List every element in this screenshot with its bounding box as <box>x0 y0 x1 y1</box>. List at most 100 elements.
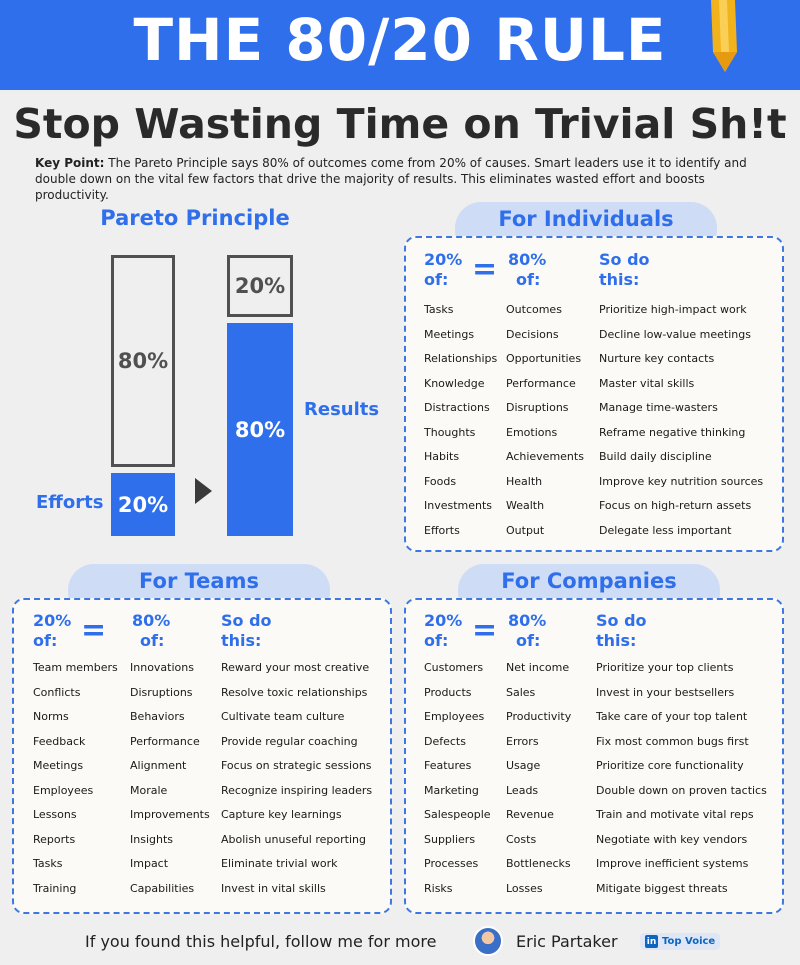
teams-row-2-action: Cultivate team culture <box>221 710 345 723</box>
individuals-row-8-result: Wealth <box>506 499 545 512</box>
teams-row-5-cause: Employees <box>33 783 94 797</box>
teams-row-4-cause: Meetings <box>33 759 84 772</box>
individuals-col3-header-2: this: <box>599 270 640 289</box>
page-title: THE 80/20 RULE <box>133 6 667 74</box>
individuals-row-0-result: Outcomes <box>506 303 562 316</box>
individuals-row-6-action: Build daily discipline <box>599 450 712 463</box>
companies-row-2-result: Productivity <box>506 710 572 723</box>
teams-row-6-result: Improvements <box>130 808 210 821</box>
efforts-20-label: 20% <box>117 492 169 517</box>
companies-row-2-cause: Employees <box>424 710 485 723</box>
individuals-row-5-result: Emotions <box>506 425 558 439</box>
companies-row-4-action: Prioritize core functionality <box>596 759 744 772</box>
individuals-row-2-cause: Relationships <box>424 352 498 365</box>
teams-col1-header: 20% <box>33 611 72 630</box>
individuals-row-8-action: Focus on high-return assets <box>599 499 752 512</box>
arrow-right-icon <box>195 478 212 504</box>
companies-row-1-result: Sales <box>506 685 536 699</box>
teams-row-8-result: Impact <box>130 857 169 870</box>
individuals-row-3-cause: Knowledge <box>424 376 485 390</box>
footer-cta: If you found this helpful, follow me for… <box>85 932 437 951</box>
teams-row-9-cause: Training <box>33 881 77 895</box>
individuals-row-9-cause: Efforts <box>424 523 460 537</box>
companies-row-3-action: Fix most common bugs first <box>596 734 749 748</box>
individuals-col3-header: So do <box>599 250 650 269</box>
companies-col1-header-2: of: <box>424 631 449 650</box>
companies-row-2-action: Take care of your top talent <box>596 710 748 723</box>
efforts-20-bar: 20% <box>111 473 175 536</box>
individuals-row-3-result: Performance <box>506 376 576 390</box>
individuals-card <box>404 236 784 552</box>
companies-row-8-action: Improve inefficient systems <box>596 857 749 870</box>
teams-row-0-cause: Team members <box>33 661 118 674</box>
teams-col2-header: 80% <box>132 611 171 630</box>
companies-row-8-result: Bottlenecks <box>506 857 571 870</box>
pareto-title: Pareto Principle <box>100 206 290 230</box>
individuals-row-4-cause: Distractions <box>424 401 490 414</box>
teams-row-8-cause: Tasks <box>33 857 63 870</box>
linkedin-icon: in <box>645 935 658 948</box>
individuals-row-6-cause: Habits <box>424 450 460 463</box>
individuals-row-1-cause: Meetings <box>424 327 475 341</box>
individuals-col2-header-2: of: <box>516 270 541 289</box>
header-banner <box>0 0 800 90</box>
companies-row-4-result: Usage <box>506 759 541 772</box>
individuals-row-5-action: Reframe negative thinking <box>599 425 746 439</box>
companies-row-6-result: Revenue <box>506 808 554 821</box>
efforts-80-bar: 80% <box>111 255 175 467</box>
companies-equals-sign: = <box>472 613 498 648</box>
efforts-label: Efforts <box>36 492 104 513</box>
individuals-row-0-cause: Tasks <box>424 303 454 316</box>
teams-row-2-cause: Norms <box>33 710 69 723</box>
individuals-row-1-action: Decline low-value meetings <box>599 327 751 341</box>
companies-row-1-cause: Products <box>424 685 472 699</box>
companies-row-7-result: Costs <box>506 832 537 846</box>
teams-row-1-action: Resolve toxic relationships <box>221 685 368 699</box>
author-name[interactable]: Eric Partaker <box>516 932 618 951</box>
teams-row-9-action: Invest in vital skills <box>221 881 326 895</box>
efforts-80-label: 80% <box>117 349 169 373</box>
results-20-label: 20% <box>234 274 286 298</box>
teams-row-0-result: Innovations <box>130 661 194 674</box>
avatar[interactable] <box>473 926 503 956</box>
individuals-row-9-result: Output <box>506 523 545 537</box>
companies-row-6-action: Train and motivate vital reps <box>596 808 754 821</box>
individuals-row-7-result: Health <box>506 474 543 488</box>
companies-col3-header-2: this: <box>596 631 637 650</box>
companies-row-0-result: Net income <box>506 661 570 674</box>
companies-row-3-result: Errors <box>506 734 539 748</box>
companies-row-5-result: Leads <box>506 783 539 797</box>
teams-row-2-result: Behaviors <box>130 710 185 723</box>
teams-col3-header: So do <box>221 611 272 630</box>
individuals-col1-header-2: of: <box>424 270 449 289</box>
teams-row-7-action: Abolish unuseful reporting <box>221 832 366 846</box>
results-80-label: 80% <box>234 417 286 442</box>
teams-row-3-action: Provide regular coaching <box>221 734 358 748</box>
individuals-row-6-result: Achievements <box>506 450 584 463</box>
teams-col2-header-2: of: <box>140 631 165 650</box>
teams-title: For Teams <box>139 569 259 593</box>
teams-row-7-result: Insights <box>130 832 174 846</box>
key-point: Key Point: The Pareto Principle says 80%… <box>35 155 775 203</box>
teams-row-8-action: Eliminate trivial work <box>221 857 338 870</box>
companies-col1-header: 20% <box>424 611 463 630</box>
teams-equals-sign: = <box>81 613 107 648</box>
results-label: Results <box>304 399 380 420</box>
individuals-row-3-action: Master vital skills <box>599 376 695 390</box>
companies-col2-header-2: of: <box>516 631 541 650</box>
companies-row-0-cause: Customers <box>424 661 484 674</box>
companies-row-5-cause: Marketing <box>424 783 479 797</box>
key-point-label: Key Point: <box>35 156 105 170</box>
individuals-row-5-cause: Thoughts <box>424 425 476 439</box>
companies-title: For Companies <box>501 569 677 593</box>
companies-row-8-cause: Processes <box>424 857 479 870</box>
teams-row-4-action: Focus on strategic sessions <box>221 759 372 772</box>
top-voice-badge[interactable]: in Top Voice <box>640 933 721 950</box>
individuals-row-0-action: Prioritize high-impact work <box>599 303 747 316</box>
individuals-col1-header: 20% <box>424 250 463 269</box>
companies-row-6-cause: Salespeople <box>424 808 491 821</box>
companies-col2-header: 80% <box>508 611 547 630</box>
teams-col3-header-2: this: <box>221 631 262 650</box>
companies-row-1-action: Invest in your bestsellers <box>596 685 735 699</box>
results-80-bar: 80% <box>227 323 293 536</box>
